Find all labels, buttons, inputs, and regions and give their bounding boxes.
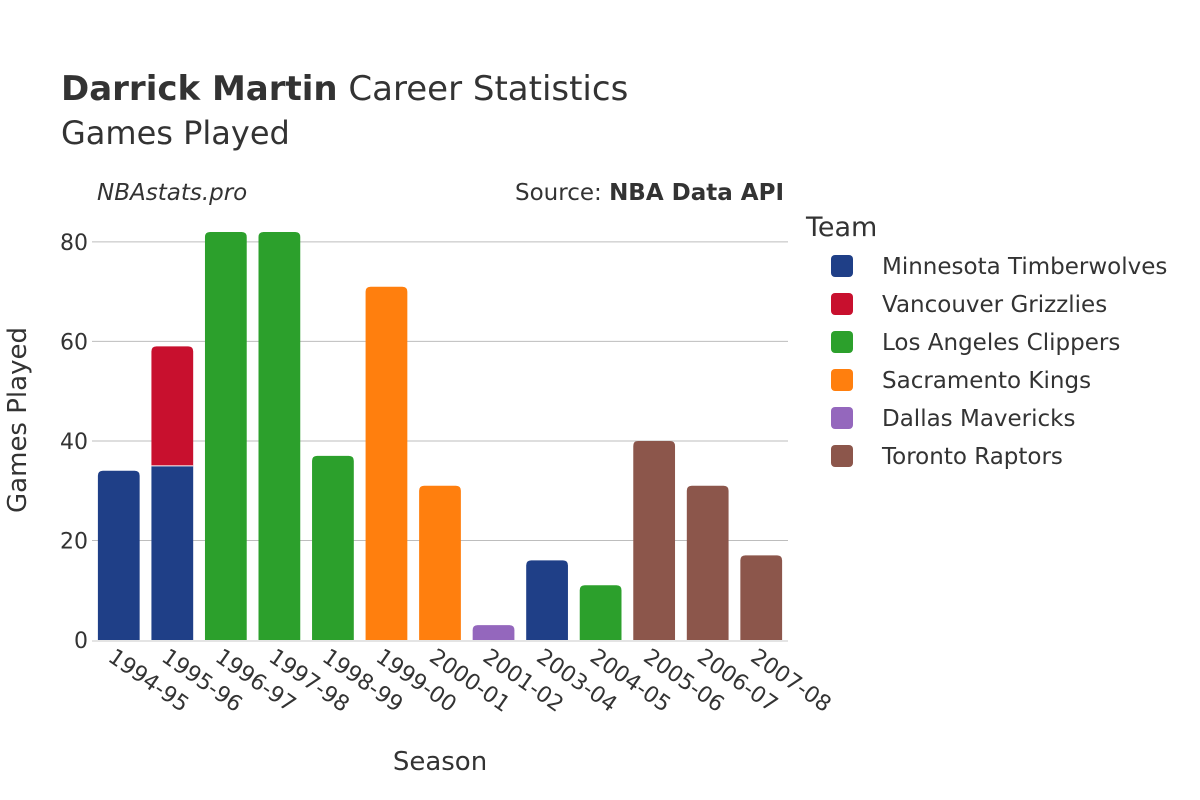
bar-segment <box>633 440 676 640</box>
bar-segment <box>258 231 301 640</box>
legend-swatch <box>831 255 853 277</box>
legend-label: Minnesota Timberwolves <box>882 254 1167 280</box>
chart-title: Darrick Martin Career Statistics <box>61 69 628 109</box>
source-name: NBA Data API <box>609 180 784 206</box>
legend-label: Dallas Mavericks <box>882 406 1075 432</box>
legend-label: Sacramento Kings <box>882 368 1091 394</box>
legend-label: Toronto Raptors <box>881 444 1063 470</box>
bar-segment <box>365 286 408 640</box>
bar-segment <box>204 231 247 640</box>
legend-swatch <box>831 331 853 353</box>
bar-segment <box>419 485 461 640</box>
y-tick-label: 80 <box>60 231 88 256</box>
bar-segment <box>686 485 729 640</box>
legend-swatch <box>831 445 853 467</box>
y-tick-label: 0 <box>74 629 88 654</box>
bar-segment <box>97 470 140 640</box>
y-tick-label: 40 <box>60 430 88 455</box>
x-axis-ticks: 1994-951995-961996-971997-981998-991999-… <box>103 644 835 717</box>
title-rest: Career Statistics <box>338 69 629 109</box>
legend-swatch <box>831 293 853 315</box>
bar-segment <box>740 555 783 640</box>
legend: Minnesota Timberwolves Vancouver Grizzlie… <box>831 254 1167 470</box>
legend-swatch <box>831 407 853 429</box>
bar-segment <box>526 560 568 640</box>
legend-label: Vancouver Grizzlies <box>882 292 1107 318</box>
y-axis-ticks: 0 20 40 60 80 <box>60 231 88 654</box>
bar-segment <box>579 585 622 640</box>
source-prefix: Source: <box>515 180 609 206</box>
bar-segment <box>472 625 515 640</box>
legend-label: Los Angeles Clippers <box>882 330 1120 356</box>
y-axis-label: Games Played <box>3 327 33 513</box>
y-tick-label: 60 <box>60 330 88 355</box>
legend-title: Team <box>805 212 877 243</box>
site-credit: NBAstats.pro <box>97 180 247 206</box>
x-axis-label: Season <box>393 747 487 777</box>
player-name: Darrick Martin <box>61 69 338 109</box>
bar-segment <box>151 465 194 640</box>
legend-swatch <box>831 369 853 391</box>
y-tick-label: 20 <box>60 529 88 554</box>
bars <box>97 231 783 640</box>
chart-subtitle: Games Played <box>61 114 290 152</box>
bar-segment <box>151 346 194 466</box>
source-credit: Source: NBA Data API <box>515 180 784 206</box>
bar-segment <box>312 455 354 640</box>
